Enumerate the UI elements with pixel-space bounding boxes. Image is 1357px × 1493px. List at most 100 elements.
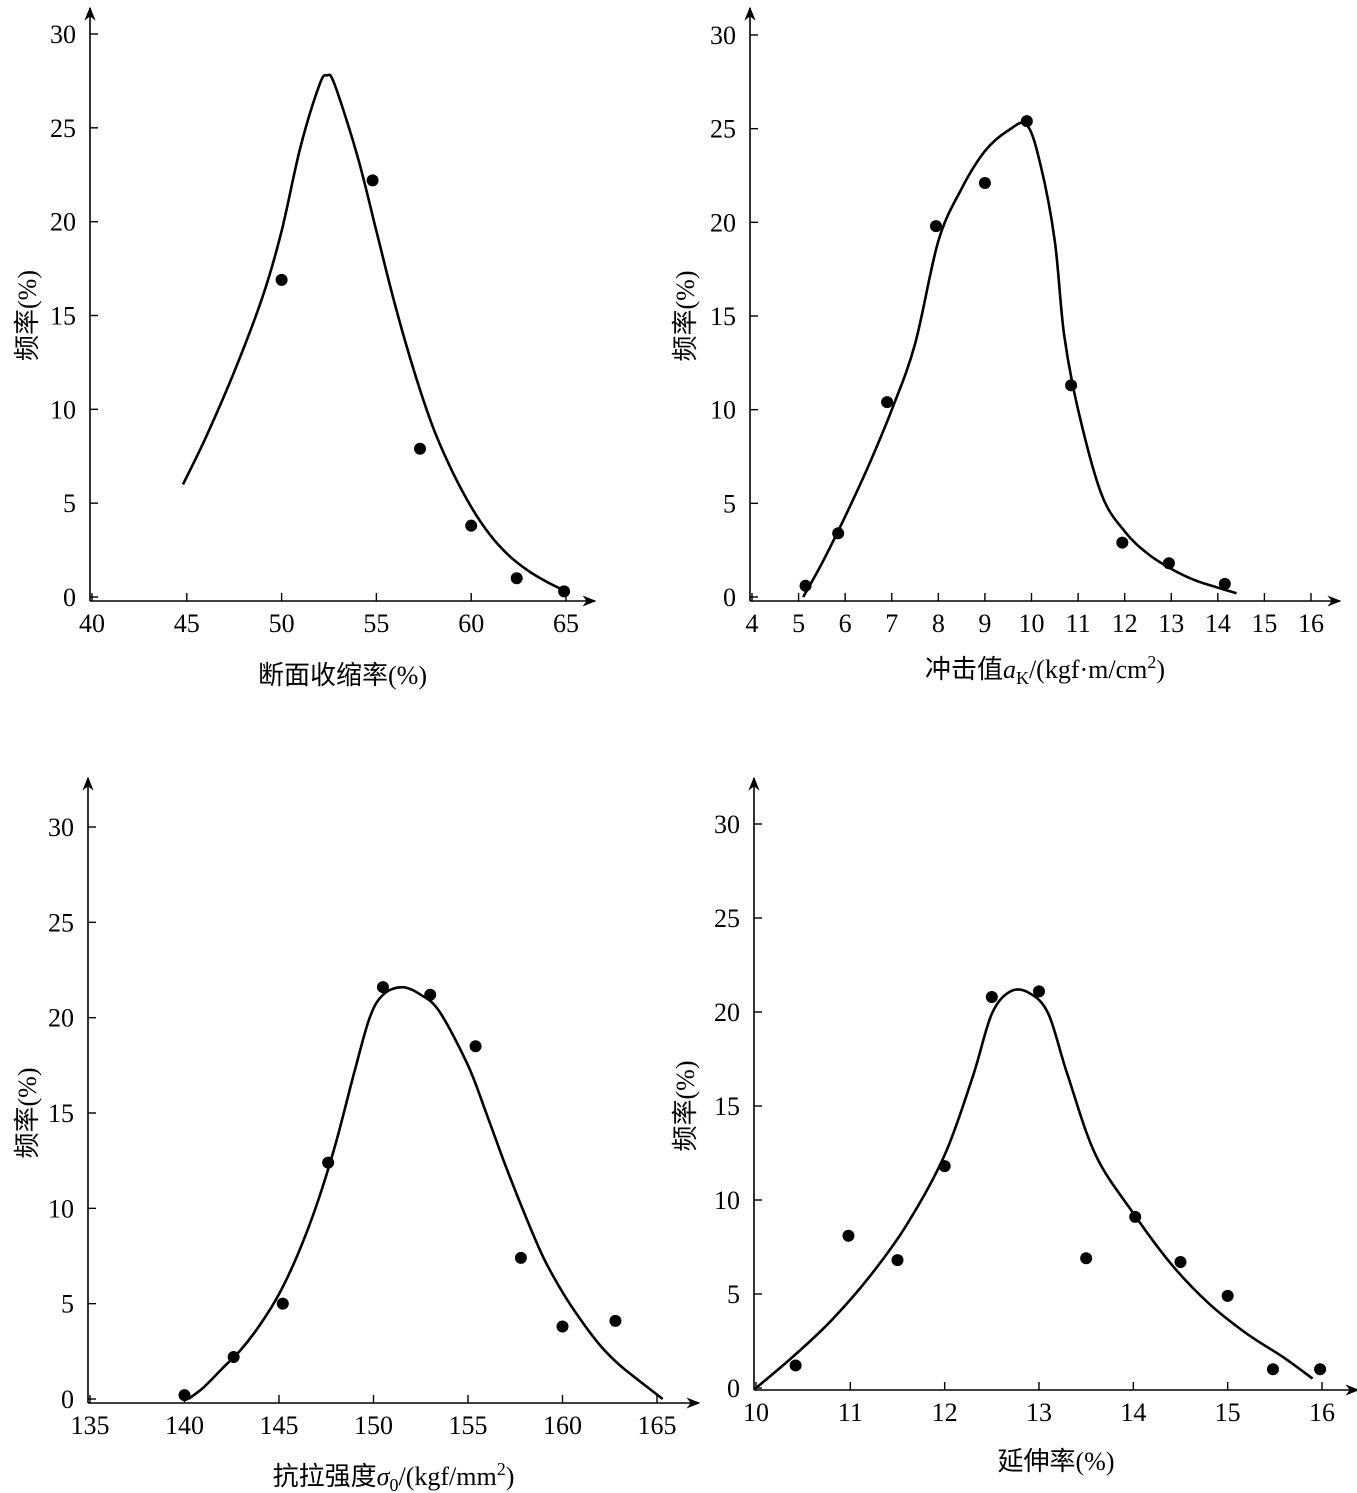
data-point <box>276 1297 289 1310</box>
x-tick-label: 16 <box>1298 609 1324 638</box>
data-point <box>1129 1210 1142 1223</box>
data-point <box>789 1359 802 1372</box>
data-point <box>465 519 478 532</box>
x-tick-label: 9 <box>978 609 991 638</box>
y-tick-label: 30 <box>714 810 740 839</box>
x-tick-label: 55 <box>363 609 389 638</box>
x-tick-label: 8 <box>932 609 945 638</box>
y-tick-label: 5 <box>61 1290 74 1319</box>
data-point <box>1065 379 1078 392</box>
x-axis-label: 冲击值aK/(kgf·m/cm2) <box>925 652 1165 688</box>
data-point <box>514 1251 527 1264</box>
y-tick-label: 25 <box>710 115 736 144</box>
y-axis-label: 频率(%) <box>13 270 42 361</box>
x-axis-label: 抗拉强度σ0/(kgf/mm2) <box>273 1459 515 1493</box>
x-tick-label: 65 <box>553 609 579 638</box>
x-tick-label: 7 <box>885 609 898 638</box>
y-tick-label: 0 <box>723 583 736 612</box>
x-tick-label: 11 <box>838 1398 863 1427</box>
data-point <box>510 572 523 585</box>
data-point <box>366 174 379 187</box>
data-point <box>227 1351 240 1364</box>
data-point <box>424 988 437 1001</box>
y-tick-label: 20 <box>50 208 76 237</box>
chart-impact-value: 4 5 6 7 8 9 10 11 12 13 14 15 16 0 5 10 15 20 25 30 频率(%) 冲击值… <box>671 6 1342 688</box>
y-tick-label: 5 <box>63 489 76 518</box>
y-tick-label: 20 <box>710 208 736 237</box>
data-point <box>985 990 998 1003</box>
y-tick-label: 0 <box>63 583 76 612</box>
data-point <box>930 220 943 233</box>
x-tick-label: 10 <box>1019 609 1045 638</box>
x-tick-label: 155 <box>449 1411 488 1440</box>
y-tick-label: 30 <box>50 20 76 49</box>
x-tick-label: 16 <box>1309 1398 1335 1427</box>
data-point <box>609 1314 622 1327</box>
y-tick-label: 25 <box>50 114 76 143</box>
data-point <box>799 579 812 592</box>
data-point <box>1116 536 1129 549</box>
x-axis-label: 断面收缩率(%) <box>258 661 427 690</box>
data-point <box>1266 1363 1279 1376</box>
fitted-curve <box>755 988 1314 1389</box>
data-point <box>978 176 991 189</box>
y-tick-label: 15 <box>710 302 736 331</box>
x-tick-label: 14 <box>1205 609 1231 638</box>
x-tick-label: 5 <box>792 609 805 638</box>
data-point <box>1020 115 1033 128</box>
data-point <box>938 1160 951 1173</box>
data-point <box>322 1156 335 1169</box>
y-tick-label: 10 <box>710 396 736 425</box>
x-tick-label: 45 <box>174 609 200 638</box>
x-axis-label: 延伸率(%) <box>998 1447 1115 1476</box>
y-axis-label: 频率(%) <box>13 1068 42 1159</box>
chart-reduction-of-area: 40 45 50 55 60 65 0 5 10 15 20 25 30 频率(%) 断面收缩率(%) <box>13 6 597 690</box>
data-point <box>1080 1252 1093 1265</box>
fitted-curve <box>187 985 664 1401</box>
x-tick-label: 40 <box>79 609 105 638</box>
x-tick-label: 15 <box>1251 609 1277 638</box>
data-point <box>469 1040 482 1053</box>
data-point <box>1314 1363 1327 1376</box>
data-point <box>1033 985 1045 998</box>
x-tick-label: 11 <box>1066 609 1091 638</box>
y-tick-label: 15 <box>50 302 76 331</box>
data-point <box>1221 1289 1234 1302</box>
y-axis-label: 频率(%) <box>671 271 700 362</box>
x-tick-label: 50 <box>269 609 295 638</box>
x-tick-label: 10 <box>743 1398 769 1427</box>
data-point <box>881 396 894 409</box>
data-point <box>556 1320 569 1333</box>
data-point <box>1218 577 1231 590</box>
x-tick-label: 160 <box>543 1411 582 1440</box>
y-tick-label: 5 <box>727 1280 740 1309</box>
x-tick-label: 15 <box>1215 1398 1241 1427</box>
data-point <box>558 585 571 598</box>
x-tick-label: 14 <box>1120 1398 1146 1427</box>
y-tick-label: 10 <box>48 1194 74 1223</box>
y-tick-label: 10 <box>50 395 76 424</box>
chart-elongation: 10 11 12 13 14 15 16 0 5 10 15 20 25 30 频率(%) 延伸率(%) <box>671 776 1357 1476</box>
x-tick-label: 12 <box>932 1398 958 1427</box>
x-tick-label: 13 <box>1026 1398 1052 1427</box>
y-tick-label: 15 <box>48 1099 74 1128</box>
data-point <box>891 1254 904 1267</box>
y-tick-label: 15 <box>714 1092 740 1121</box>
y-tick-label: 5 <box>723 489 736 518</box>
y-tick-label: 20 <box>714 998 740 1027</box>
y-tick-label: 25 <box>714 904 740 933</box>
x-tick-label: 145 <box>260 1411 299 1440</box>
data-point <box>275 273 288 286</box>
x-tick-label: 135 <box>71 1411 110 1440</box>
data-point <box>1162 557 1175 570</box>
data-point <box>832 527 845 540</box>
x-tick-label: 150 <box>354 1411 393 1440</box>
x-tick-label: 6 <box>839 609 852 638</box>
x-tick-label: 4 <box>746 609 759 638</box>
y-tick-label: 10 <box>714 1186 740 1215</box>
y-tick-label: 20 <box>48 1004 74 1033</box>
y-tick-label: 30 <box>710 21 736 50</box>
y-tick-label: 25 <box>48 908 74 937</box>
x-tick-label: 165 <box>638 1411 677 1440</box>
